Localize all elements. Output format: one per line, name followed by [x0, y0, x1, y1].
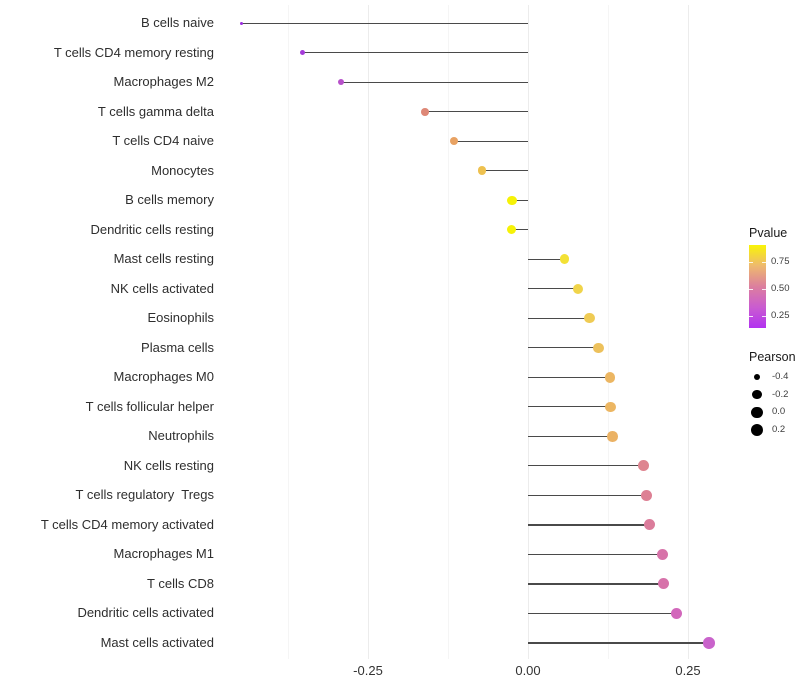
- gridline-minor: [287, 5, 289, 659]
- lollipop-dot: [239, 21, 243, 25]
- lollipop-dot: [703, 637, 715, 649]
- lollipop-stem: [528, 376, 610, 378]
- y-axis-label: T cells CD4 naive: [112, 133, 214, 149]
- pvalue-legend-title: Pvalue: [749, 226, 788, 240]
- lollipop-stem: [528, 494, 647, 496]
- y-axis-label: Dendritic cells resting: [90, 221, 214, 237]
- lollipop-dot: [559, 254, 570, 265]
- lollipop-stem: [528, 317, 590, 319]
- lollipop-stem: [481, 170, 528, 172]
- colorbar-tick-mark: [749, 315, 753, 317]
- x-axis-tick-label: 0.00: [515, 663, 541, 678]
- y-axis-label: Dendritic cells activated: [77, 605, 214, 621]
- lollipop-dot: [572, 283, 583, 294]
- lollipop-dot: [449, 137, 458, 146]
- y-axis-label: T cells gamma delta: [97, 103, 214, 119]
- pearson-legend-label: -0.4: [772, 371, 789, 382]
- lollipop-stem: [453, 140, 528, 142]
- y-axis-label: T cells CD8: [147, 575, 214, 591]
- y-axis-label: T cells CD4 memory activated: [40, 516, 214, 532]
- x-axis-tick-label: -0.25: [353, 663, 383, 678]
- y-axis-label: Macrophages M1: [113, 546, 214, 562]
- pearson-legend-circle: [752, 390, 762, 400]
- y-axis-label: T cells regulatory Tregs: [75, 487, 214, 503]
- pvalue-colorbar-tick-label: 0.50: [771, 283, 790, 295]
- lollipop-stem: [528, 288, 578, 290]
- lollipop-dot: [506, 225, 516, 235]
- lollipop-stem: [528, 612, 677, 615]
- lollipop-stem: [528, 583, 664, 585]
- gridline-major: [527, 5, 529, 659]
- y-axis-label: Macrophages M2: [113, 74, 214, 90]
- y-axis-label: NK cells resting: [123, 457, 214, 473]
- lollipop-dot: [656, 548, 668, 560]
- y-axis-label: B cells naive: [141, 15, 214, 31]
- y-axis-label: Monocytes: [151, 162, 214, 178]
- lollipop-stem: [511, 229, 528, 231]
- lollipop-stem: [528, 553, 663, 556]
- lollipop-dot: [607, 431, 618, 442]
- lollipop-dot: [644, 519, 656, 531]
- lollipop-dot: [604, 372, 616, 383]
- y-axis-label: Mast cells resting: [113, 251, 214, 267]
- pearson-legend-label: -0.2: [772, 388, 789, 400]
- colorbar-tick-mark: [762, 315, 766, 317]
- lollipop-dot: [338, 79, 345, 86]
- lollipop-dot: [477, 166, 487, 176]
- colorbar-tick-mark: [762, 289, 766, 291]
- pearson-legend-label: 0.2: [772, 424, 786, 435]
- y-axis-label: Plasma cells: [141, 339, 214, 355]
- y-axis-label: Mast cells activated: [100, 634, 214, 650]
- lollipop-stem: [528, 258, 565, 260]
- lollipop-stem: [241, 22, 528, 24]
- y-axis-label: B cells memory: [125, 192, 214, 208]
- pvalue-colorbar-tick-label: 0.75: [771, 256, 790, 268]
- colorbar-tick-mark: [762, 262, 766, 264]
- lollipop-stem: [528, 406, 611, 408]
- lollipop-stem: [528, 347, 599, 349]
- y-axis-label: Neutrophils: [148, 428, 214, 444]
- lollipop-stem: [528, 465, 644, 467]
- pearson-legend-circle: [753, 373, 761, 381]
- colorbar-tick-mark: [749, 289, 753, 291]
- pearson-legend-circle: [750, 423, 764, 437]
- lollipop-dot: [584, 313, 595, 324]
- lollipop-dot: [670, 607, 683, 619]
- lollipop-dot: [300, 50, 306, 56]
- gridline-minor: [607, 5, 609, 659]
- y-axis-label: Eosinophils: [147, 310, 215, 326]
- lollipop-dot: [507, 195, 517, 205]
- y-axis-label: T cells follicular helper: [85, 398, 214, 414]
- gridline-minor: [447, 5, 449, 659]
- y-axis-label: Macrophages M0: [113, 369, 214, 385]
- lollipop-stem: [341, 81, 528, 83]
- lollipop-dot: [658, 578, 670, 590]
- pearson-legend-title: Pearson: [749, 350, 796, 364]
- pearson-legend-label: 0.0: [772, 406, 786, 418]
- lollipop-dot: [421, 107, 429, 116]
- pvalue-colorbar-tick-label: 0.25: [771, 309, 790, 321]
- gridline-major: [367, 5, 369, 659]
- gridline-major: [687, 5, 689, 659]
- colorbar-tick-mark: [749, 262, 753, 264]
- lollipop-dot: [640, 489, 652, 501]
- lollipop-stem: [528, 642, 710, 644]
- y-axis-label: T cells CD4 memory resting: [53, 44, 214, 60]
- pearson-legend-circle: [751, 406, 763, 418]
- lollipop-dot: [638, 460, 650, 472]
- y-axis-label: NK cells activated: [110, 280, 214, 296]
- lollipop-stem: [528, 435, 613, 437]
- lollipop-stem: [302, 52, 528, 54]
- pvalue-colorbar: [749, 245, 766, 328]
- lollipop-dot: [605, 401, 616, 413]
- lollipop-stem: [512, 199, 528, 201]
- lollipop-stem: [528, 524, 650, 526]
- x-axis-tick-label: 0.25: [675, 663, 701, 678]
- lollipop-dot: [593, 342, 604, 353]
- lollipop-stem: [424, 111, 528, 113]
